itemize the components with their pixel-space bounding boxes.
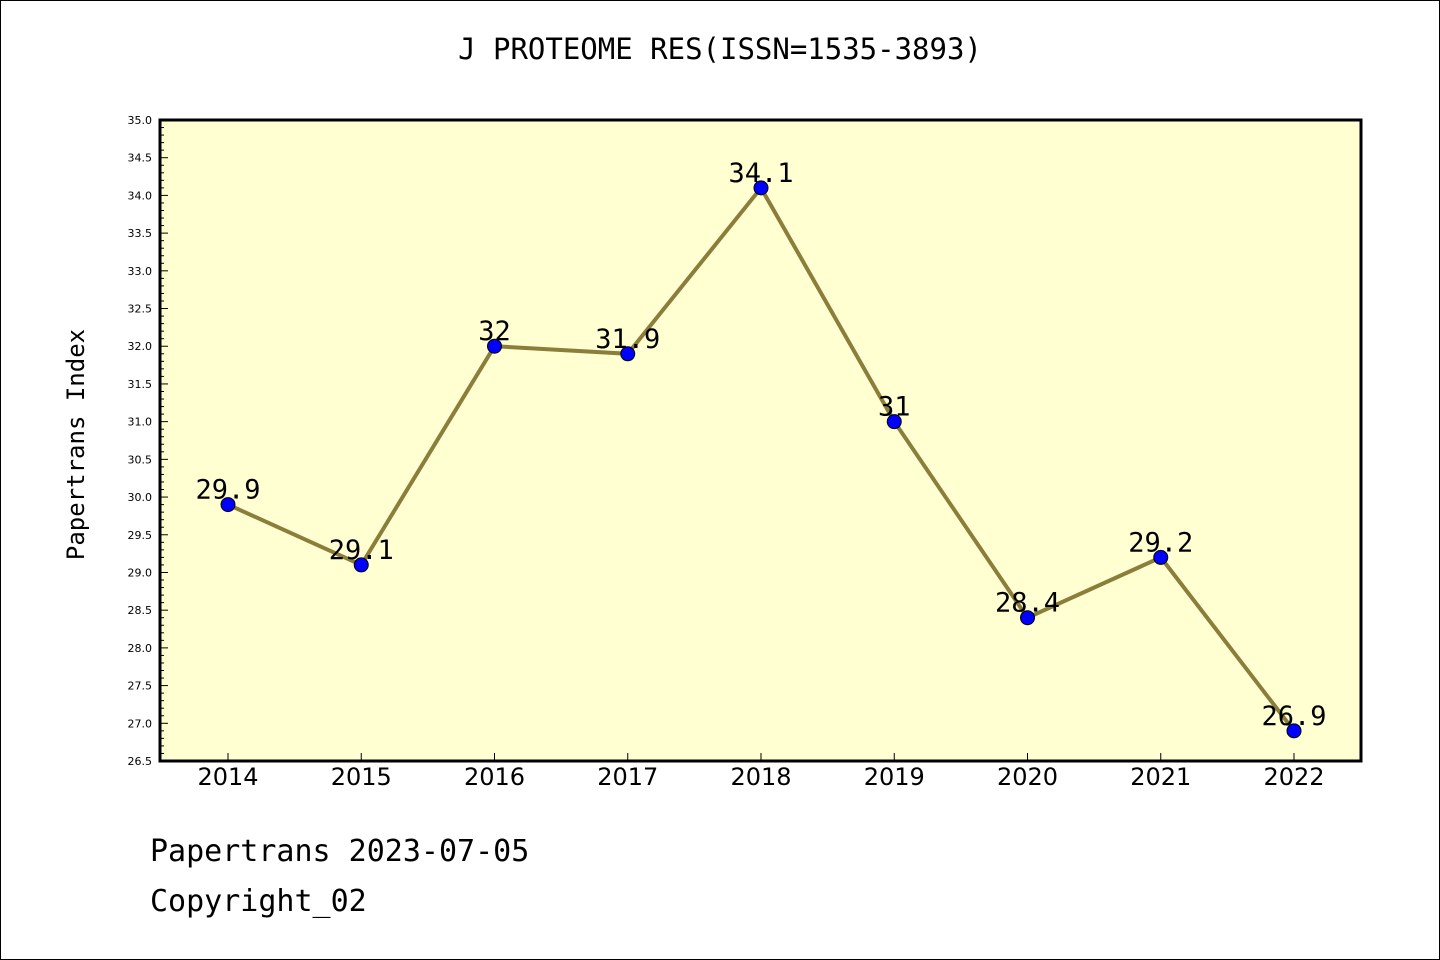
data-point: [353, 557, 369, 573]
y-tick-label: 33.0: [128, 265, 153, 278]
data-point: [487, 338, 502, 354]
data-point: [620, 346, 636, 362]
y-tick-label: 29.5: [128, 529, 153, 542]
data-label: 31: [878, 392, 911, 423]
footer-date: Papertrans 2023-07-05: [150, 834, 530, 869]
y-axis-label: Papertrans Index: [62, 329, 90, 560]
data-point: [1153, 549, 1169, 565]
x-tick-label: 2014: [197, 763, 258, 791]
data-point: [886, 414, 902, 430]
data-point: [1020, 610, 1035, 626]
y-tick-label: 35.0: [128, 114, 153, 127]
series-markers: [220, 180, 1302, 739]
y-tick-label: 28.0: [128, 642, 153, 655]
y-tick-label: 26.5: [128, 755, 153, 768]
x-tick-label: 2019: [864, 763, 925, 791]
y-tick-label: 32.5: [128, 303, 153, 316]
footer-copyright: Copyright_02: [150, 884, 367, 919]
data-label: 26.9: [1261, 701, 1326, 732]
data-label: 28.4: [995, 588, 1060, 619]
y-tick-label: 32.0: [128, 340, 153, 353]
y-tick-label: 33.5: [128, 227, 153, 240]
data-label: 31.9: [595, 324, 660, 355]
y-axis: 26.5 27.0 27.5 28.0 28.5 29.0 29.5 30.0 30.5 31.0…: [128, 114, 168, 768]
data-label: 29.1: [329, 535, 394, 566]
y-tick-label: 34.0: [128, 189, 153, 202]
data-point: [753, 180, 769, 196]
x-tick-label: 2017: [597, 763, 658, 791]
y-tick-label: 31.0: [128, 416, 153, 429]
x-tick-label: 2020: [997, 763, 1058, 791]
y-tick-label: 27.0: [128, 717, 153, 730]
y-tick-label: 27.5: [128, 680, 153, 693]
data-label: 32: [478, 316, 511, 347]
plot-area: [158, 118, 1363, 763]
y-tick-label: 34.5: [128, 152, 153, 165]
data-point: [1286, 723, 1302, 739]
x-tick-label: 2021: [1130, 763, 1191, 791]
data-point: [220, 497, 236, 513]
chart-title: J PROTEOME RES(ISSN=1535-3893): [458, 32, 982, 66]
y-tick-label: 29.0: [128, 566, 153, 579]
data-label: 34.1: [728, 158, 793, 189]
data-label: 29.9: [195, 475, 260, 506]
data-labels: 29.9 29.1 32 31.9 34.1 31 28.4 29.2 26.9: [195, 158, 1326, 732]
x-tick-label: 2015: [331, 763, 392, 791]
y-tick-label: 28.5: [128, 604, 153, 617]
x-tick-label: 2018: [730, 763, 791, 791]
x-tick-label: 2022: [1263, 763, 1324, 791]
y-tick-label: 30.5: [128, 453, 153, 466]
x-tick-label: 2016: [464, 763, 525, 791]
y-tick-label: 30.0: [128, 491, 153, 504]
data-label: 29.2: [1128, 527, 1193, 558]
x-axis: 2014 2015 2016 2017 2018 2019 2020 2021 2022: [197, 753, 1325, 791]
y-tick-label: 31.5: [128, 378, 153, 391]
